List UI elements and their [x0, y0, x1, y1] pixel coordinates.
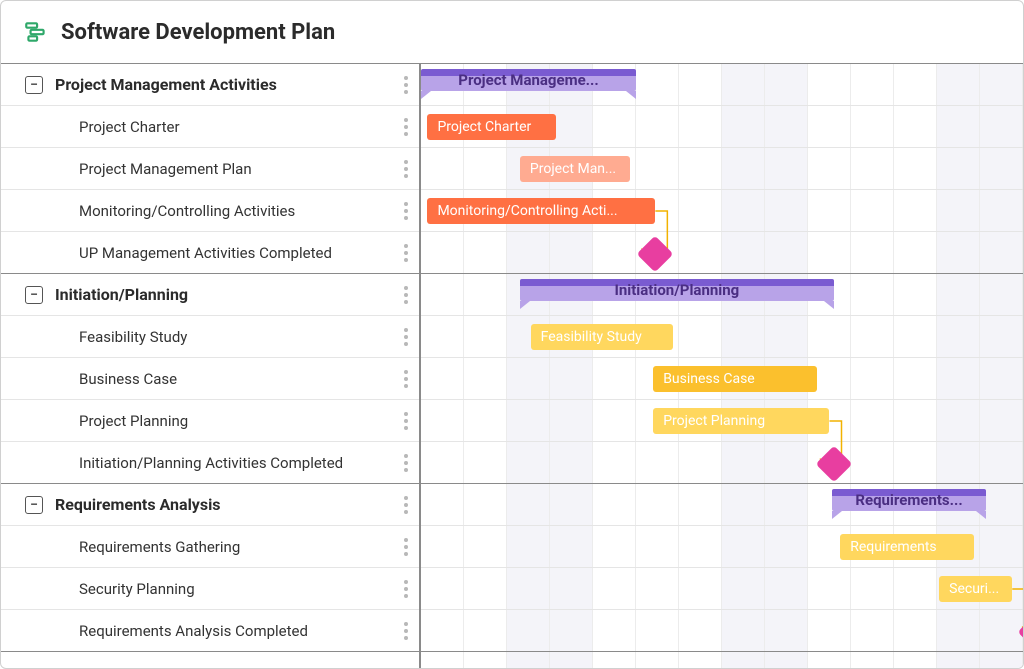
page-title: Software Development Plan — [61, 20, 335, 45]
task-bar-label: Feasibility Study — [541, 329, 642, 345]
drag-handle-icon[interactable] — [405, 328, 419, 346]
drag-handle-icon[interactable] — [405, 202, 419, 220]
drag-handle-icon[interactable] — [405, 580, 419, 598]
summary-bar-label: Initiation/Planning — [520, 279, 834, 301]
task-bar[interactable]: Project Man... — [520, 156, 630, 182]
collapse-toggle[interactable]: − — [25, 76, 43, 94]
drag-handle-icon[interactable] — [405, 76, 419, 94]
task-bar[interactable]: Project Planning — [653, 408, 829, 434]
task-bar-label: Securi... — [949, 581, 999, 597]
task-bar-label: Business Case — [663, 371, 755, 387]
task-bar[interactable]: Feasibility Study — [531, 324, 673, 350]
drag-handle-icon[interactable] — [405, 412, 419, 430]
summary-bar[interactable]: Initiation/Planning — [520, 279, 834, 309]
timeline-rows: Project Manageme... Project Charter Projec… — [421, 64, 1023, 668]
task-label: Monitoring/Controlling Activities — [1, 202, 405, 220]
task-bar-label: Monitoring/Controlling Acti... — [437, 203, 617, 219]
task-label: Feasibility Study — [1, 328, 405, 346]
task-label: Security Planning — [1, 580, 405, 598]
task-label: UP Management Activities Completed — [1, 244, 405, 262]
task-bar-label: Project Charter — [437, 119, 531, 135]
summary-bar-label: Project Manageme... — [421, 69, 636, 91]
drag-handle-icon[interactable] — [405, 538, 419, 556]
collapse-toggle[interactable]: − — [25, 286, 43, 304]
task-label: Requirements Gathering — [1, 538, 405, 556]
gantt-body: −Project Management ActivitiesProject Ch… — [1, 64, 1023, 668]
milestone-diamond[interactable] — [1018, 614, 1023, 651]
task-label: Project Charter — [1, 118, 405, 136]
drag-handle-icon[interactable] — [405, 622, 419, 640]
task-bar[interactable]: Monitoring/Controlling Acti... — [427, 198, 655, 224]
task-list: −Project Management ActivitiesProject Ch… — [1, 64, 421, 668]
task-bar[interactable]: Project Charter — [427, 114, 556, 140]
header: Software Development Plan — [1, 1, 1023, 64]
drag-handle-icon[interactable] — [405, 454, 419, 472]
drag-handle-icon[interactable] — [405, 160, 419, 178]
task-bar-label: Requirements — [850, 539, 936, 555]
task-label: Requirements Analysis Completed — [1, 622, 405, 640]
drag-handle-icon[interactable] — [405, 244, 419, 262]
task-bar[interactable]: Business Case — [653, 366, 816, 392]
summary-bar[interactable]: Project Manageme... — [421, 69, 636, 99]
drag-handle-icon[interactable] — [405, 370, 419, 388]
gantt-icon — [23, 19, 49, 45]
summary-bar[interactable]: Requirements... — [832, 489, 987, 519]
group-label: Project Management Activities — [55, 75, 277, 94]
collapse-toggle[interactable]: − — [25, 496, 43, 514]
task-label: Initiation/Planning Activities Completed — [1, 454, 405, 472]
group-label: Requirements Analysis — [55, 495, 221, 514]
milestone-diamond[interactable] — [815, 446, 852, 483]
timeline[interactable]: Project Manageme... Project Charter Projec… — [421, 64, 1023, 668]
drag-handle-icon[interactable] — [405, 286, 419, 304]
drag-handle-icon[interactable] — [405, 496, 419, 514]
group-label: Initiation/Planning — [55, 285, 188, 304]
task-bar[interactable]: Securi... — [939, 576, 1012, 602]
task-label: Project Planning — [1, 412, 405, 430]
task-bar-label: Project Planning — [663, 413, 765, 429]
task-label: Project Management Plan — [1, 160, 405, 178]
gantt-container: Software Development Plan −Project Manag… — [0, 0, 1024, 669]
task-bar-label: Project Man... — [530, 161, 616, 177]
task-bar[interactable]: Requirements — [840, 534, 973, 560]
summary-bar-label: Requirements... — [832, 489, 987, 511]
task-label: Business Case — [1, 370, 405, 388]
milestone-diamond[interactable] — [637, 236, 674, 273]
drag-handle-icon[interactable] — [405, 118, 419, 136]
